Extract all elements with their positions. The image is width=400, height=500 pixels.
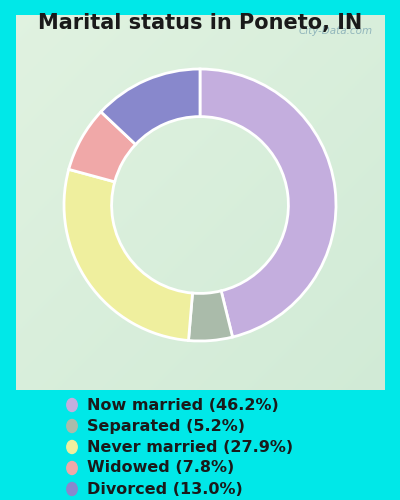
Wedge shape [101,69,200,144]
Text: Never married (27.9%): Never married (27.9%) [87,440,293,454]
Wedge shape [69,112,136,182]
Wedge shape [64,170,192,340]
Text: Marital status in Poneto, IN: Marital status in Poneto, IN [38,12,362,32]
Text: Divorced (13.0%): Divorced (13.0%) [87,482,243,496]
Text: Separated (5.2%): Separated (5.2%) [87,418,245,434]
Wedge shape [200,69,336,337]
Wedge shape [188,291,232,341]
Text: Now married (46.2%): Now married (46.2%) [87,398,279,412]
Text: Widowed (7.8%): Widowed (7.8%) [87,460,234,475]
Text: City-Data.com: City-Data.com [299,26,373,36]
